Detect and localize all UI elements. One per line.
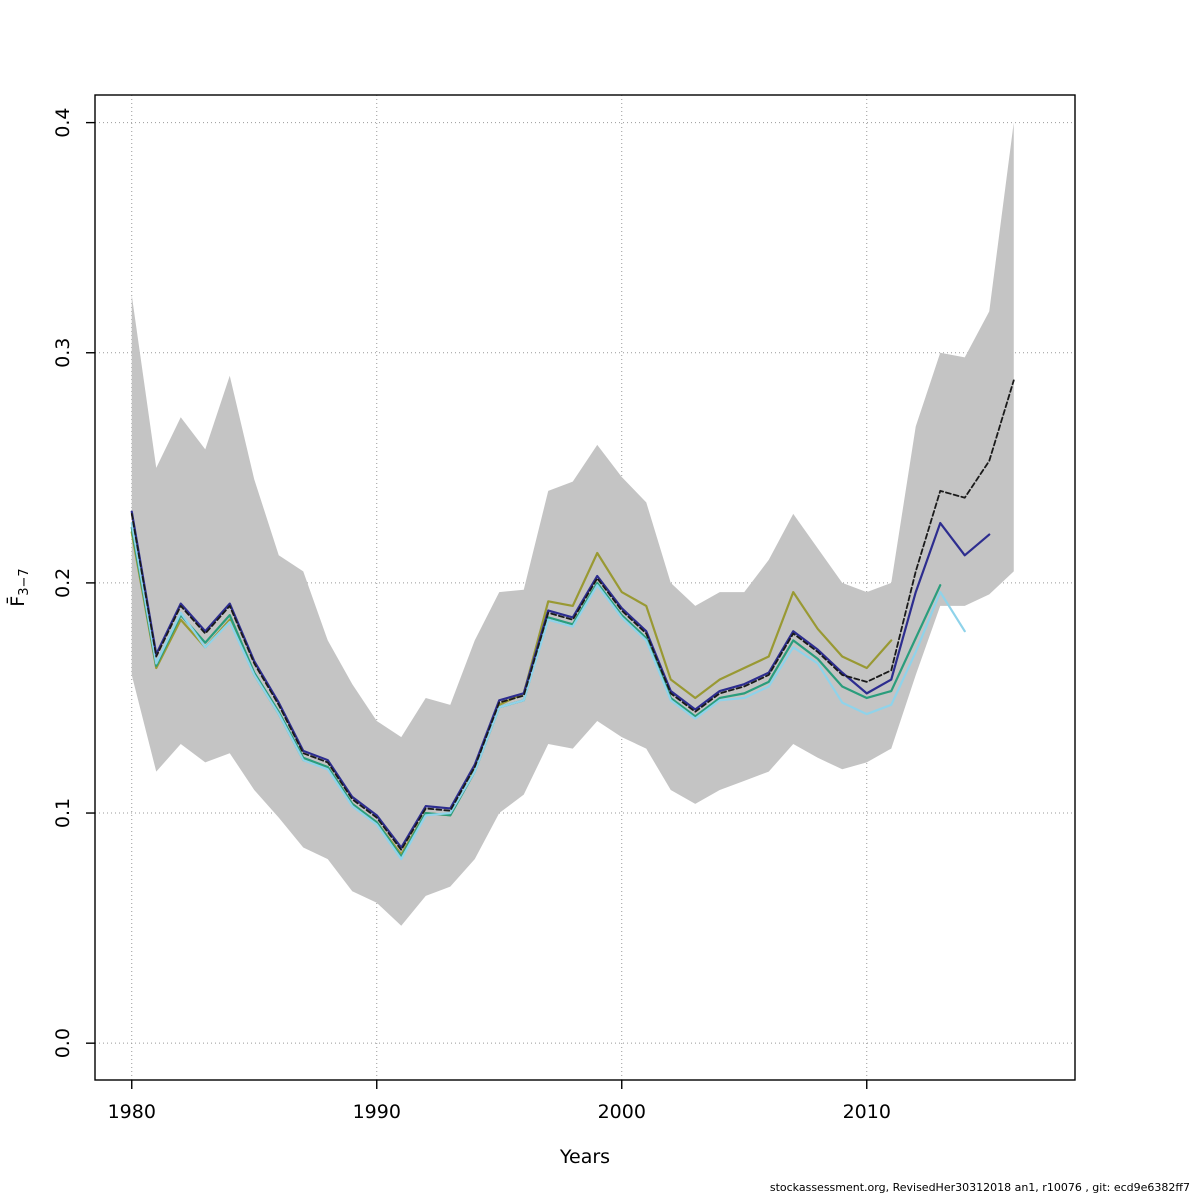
y-tick-label: 0.2 (52, 568, 74, 598)
x-tick-label: 2000 (598, 1101, 646, 1123)
x-tick-label: 2010 (843, 1101, 891, 1123)
y-axis-title-subscript: 3−7 (17, 568, 32, 595)
plot-box (94, 94, 1076, 1081)
y-tick-label: 0.3 (52, 338, 74, 368)
x-tick-label: 1980 (108, 1101, 156, 1123)
confidence-band (131, 122, 1014, 926)
y-axis-title-main: F̄ (5, 596, 29, 607)
x-axis-title: Years (559, 1146, 610, 1168)
footer-credit: stockassessment.org, RevisedHer30312018 … (769, 1181, 1190, 1194)
y-axis-title: F̄3−7 (5, 568, 32, 606)
y-tick-label: 0.1 (52, 798, 74, 828)
series-line-retro-peel-2014 (130, 521, 966, 861)
y-tick-label: 0.4 (52, 108, 74, 138)
y-tick-label: 0.0 (52, 1028, 74, 1058)
x-tick-label: 1990 (353, 1101, 401, 1123)
series-line-base-estimate-dashed (130, 379, 1015, 851)
